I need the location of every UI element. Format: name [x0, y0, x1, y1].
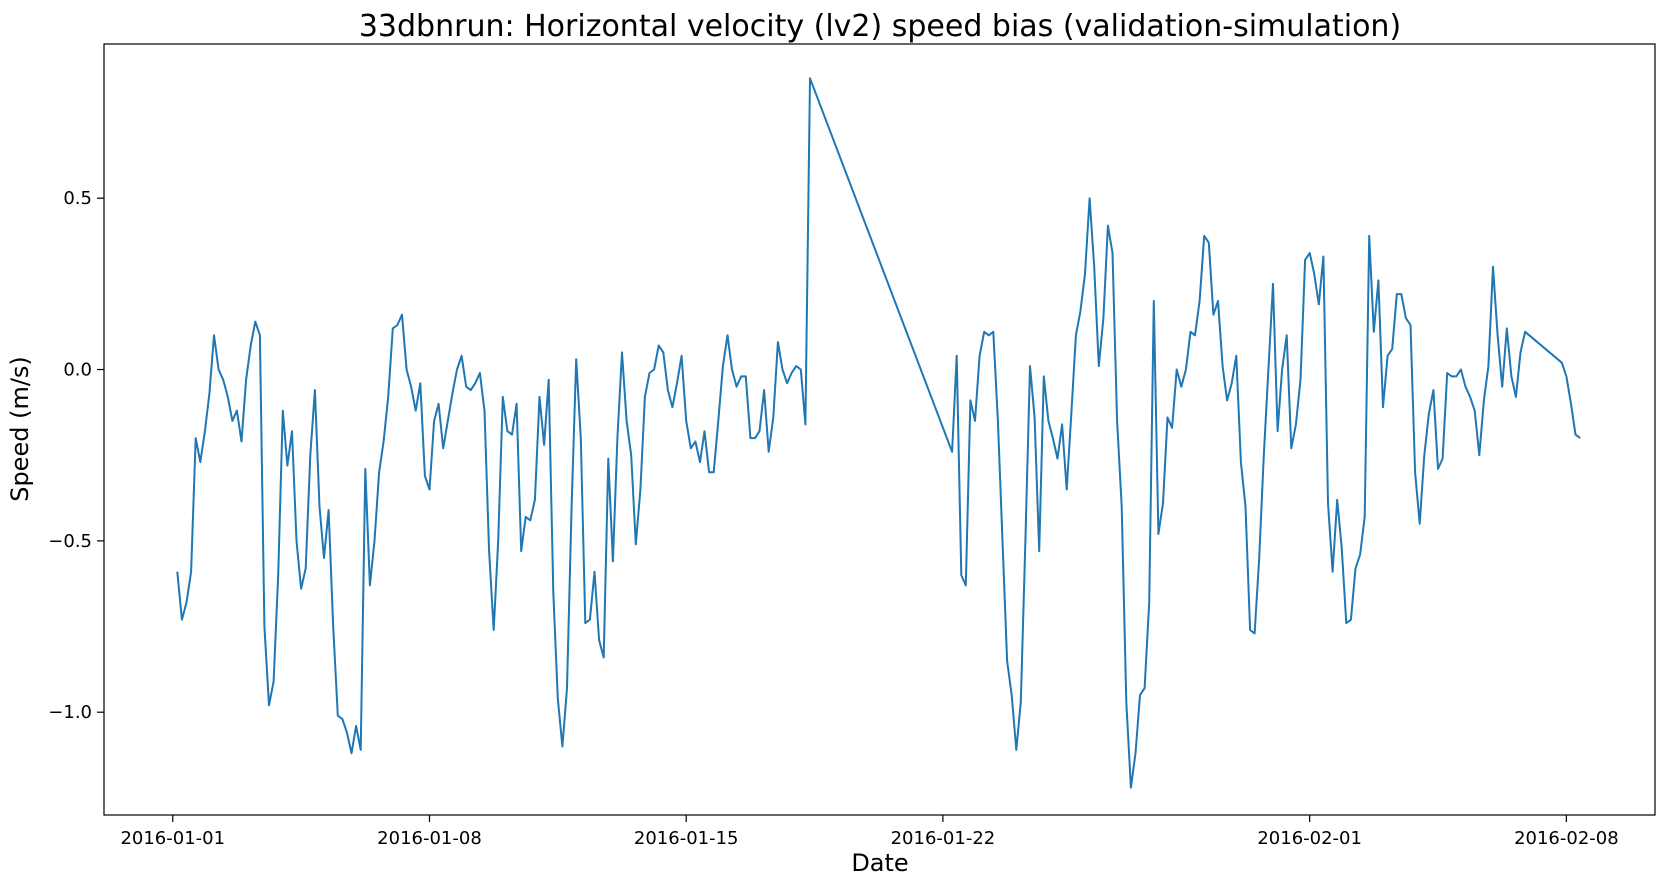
x-tick-label: 2016-01-08 [377, 828, 482, 849]
chart-title: 33dbnrun: Horizontal velocity (lv2) spee… [359, 9, 1401, 44]
y-axis: −1.0 −0.5 0.0 0.5 [48, 188, 104, 723]
x-tick-label: 2016-01-15 [634, 828, 739, 849]
y-tick-label: 0.0 [63, 360, 92, 381]
x-tick-label: 2016-01-22 [891, 828, 996, 849]
x-tick-label: 2016-02-08 [1514, 828, 1619, 849]
y-tick-label: 0.5 [63, 188, 92, 209]
x-tick-label: 2016-01-01 [120, 828, 225, 849]
plot-frame [103, 43, 1656, 816]
x-tick-label: 2016-02-01 [1257, 828, 1362, 849]
speed-bias-line [176, 77, 1581, 789]
y-axis-label: Speed (m/s) [6, 356, 34, 502]
x-axis-label: Date [851, 849, 908, 877]
y-tick-label: −0.5 [48, 531, 92, 552]
y-tick-label: −1.0 [48, 702, 92, 723]
x-axis: 2016-01-01 2016-01-08 2016-01-15 2016-01-22… [120, 815, 1619, 849]
